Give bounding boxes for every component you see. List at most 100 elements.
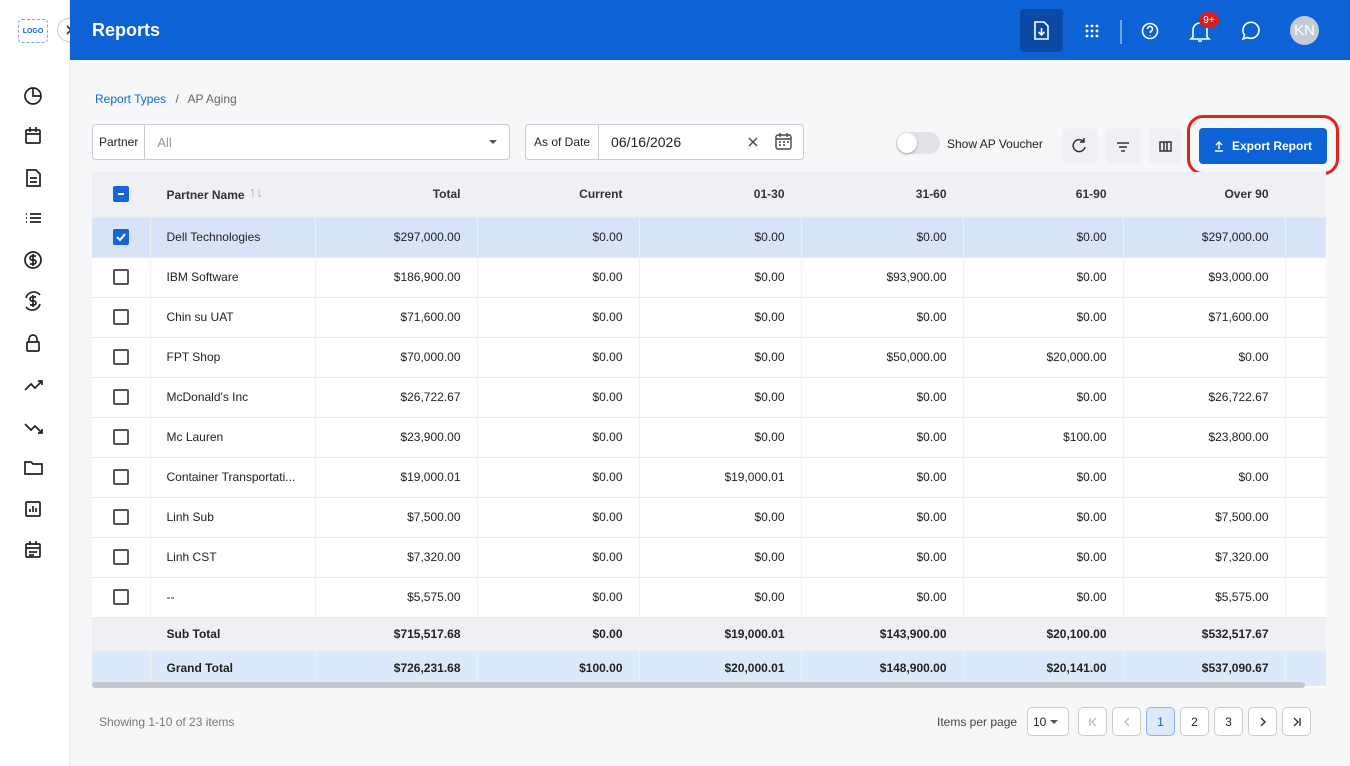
spacer-cell bbox=[1285, 172, 1326, 218]
checkbox[interactable] bbox=[112, 229, 129, 245]
amount-cell: $0.00 bbox=[477, 257, 640, 298]
checkbox[interactable] bbox=[112, 309, 129, 325]
amount-cell: $0.00 bbox=[963, 217, 1124, 258]
checkbox[interactable] bbox=[112, 509, 129, 525]
checkbox[interactable] bbox=[112, 269, 129, 285]
column-header: Partner Name bbox=[150, 172, 316, 218]
checkbox[interactable] bbox=[112, 186, 129, 203]
amount-cell: $0.00 bbox=[801, 217, 964, 258]
amount-cell: $0.00 bbox=[801, 537, 964, 578]
amount-cell: $0.00 bbox=[801, 377, 964, 418]
date-value: 06/16/2026 bbox=[611, 134, 682, 150]
empty-cell bbox=[92, 651, 151, 686]
amount-cell: $0.00 bbox=[963, 577, 1124, 618]
scrollbar bbox=[92, 682, 1305, 688]
partner-name: Container Transportati... bbox=[150, 457, 316, 498]
per-page-label: Items per page bbox=[937, 715, 1018, 729]
amount-cell: $0.00 bbox=[639, 297, 802, 338]
amount-cell: $93,000.00 bbox=[1123, 257, 1286, 298]
page-button[interactable]: 1 bbox=[1146, 707, 1175, 736]
prev-page[interactable] bbox=[1112, 707, 1141, 736]
amount-cell: $0.00 bbox=[1123, 457, 1286, 498]
per-page-select[interactable]: 10 bbox=[1027, 707, 1069, 736]
spacer-cell bbox=[1285, 377, 1326, 418]
checkbox-cell bbox=[92, 417, 151, 458]
amount-cell: $0.00 bbox=[1123, 337, 1286, 378]
export-button[interactable]: Export Report bbox=[1199, 128, 1327, 164]
total-amount: $19,000.01 bbox=[639, 617, 802, 652]
partner-select[interactable]: Partner All bbox=[92, 124, 510, 160]
amount-cell: $0.00 bbox=[639, 497, 802, 538]
table-tools bbox=[1062, 128, 1182, 164]
last-icon bbox=[1293, 717, 1301, 726]
next-page[interactable] bbox=[1248, 707, 1277, 736]
header-row: Partner Name Total Current 01-30 31-60 61-90 O… bbox=[92, 172, 1326, 218]
amount-cell: $0.00 bbox=[639, 577, 802, 618]
checkbox[interactable] bbox=[112, 389, 129, 405]
last-page[interactable] bbox=[1282, 707, 1311, 736]
data-row: Linh CST $7,320.00 $0.00 $0.00 $0.00 $0.00 $7,… bbox=[92, 537, 1326, 578]
amount-cell: $0.00 bbox=[639, 337, 802, 378]
amount-cell: $5,575.00 bbox=[315, 577, 478, 618]
page-button[interactable]: 2 bbox=[1180, 707, 1209, 736]
page-title: Reports bbox=[92, 20, 161, 40]
checkbox-cell bbox=[92, 377, 151, 418]
amount-cell: $0.00 bbox=[477, 497, 640, 538]
notification-badge: 9+ bbox=[1199, 12, 1219, 28]
amount-cell: $0.00 bbox=[963, 497, 1124, 538]
amount-cell: $297,000.00 bbox=[315, 217, 478, 258]
partner-name: FPT Shop bbox=[150, 337, 316, 378]
total-amount: $143,900.00 bbox=[801, 617, 964, 652]
download-button[interactable] bbox=[1020, 9, 1063, 52]
breadcrumb-link[interactable]: Report Types bbox=[95, 92, 167, 106]
date-label: As of Date bbox=[526, 125, 600, 159]
total-amount: $532,517.67 bbox=[1123, 617, 1286, 652]
toggle-label: Show AP Voucher bbox=[947, 137, 1043, 151]
breadcrumb-separator: / bbox=[175, 92, 179, 106]
total-amount: $537,090.67 bbox=[1123, 651, 1286, 686]
amount-cell: $0.00 bbox=[477, 417, 640, 458]
checkbox[interactable] bbox=[112, 589, 129, 605]
data-row: FPT Shop $70,000.00 $0.00 $0.00 $50,000.00 $2… bbox=[92, 337, 1326, 378]
data-row: Container Transportati... $19,000.01 $0.00… bbox=[92, 457, 1326, 498]
total-amount: $715,517.68 bbox=[315, 617, 478, 652]
column-header: 61-90 bbox=[963, 172, 1124, 218]
column-header: 31-60 bbox=[801, 172, 964, 218]
spacer-cell bbox=[1285, 257, 1326, 298]
checkbox[interactable] bbox=[112, 549, 129, 565]
partner-label: Partner bbox=[93, 125, 146, 159]
amount-cell: $0.00 bbox=[639, 377, 802, 418]
checkbox[interactable] bbox=[112, 349, 129, 365]
amount-cell: $100.00 bbox=[963, 417, 1124, 458]
partner-name: IBM Software bbox=[150, 257, 316, 298]
partner-name: -- bbox=[150, 577, 316, 618]
breadcrumb: Report Types / AP Aging bbox=[95, 92, 237, 106]
checkbox-cell bbox=[92, 537, 151, 578]
amount-cell: $71,600.00 bbox=[315, 297, 478, 338]
total-label: Sub Total bbox=[150, 617, 316, 652]
checkbox-cell bbox=[92, 172, 151, 218]
empty-cell bbox=[92, 617, 151, 652]
table-wrap: Partner Name Total Current 01-30 31-60 61-90 O… bbox=[92, 172, 1326, 688]
toggle[interactable] bbox=[896, 132, 940, 154]
page-button[interactable]: 3 bbox=[1214, 707, 1243, 736]
date-picker[interactable]: As of Date 06/16/2026 bbox=[525, 124, 804, 160]
total-label: Grand Total bbox=[150, 651, 316, 686]
aging-table: Partner Name Total Current 01-30 31-60 61-90 O… bbox=[92, 172, 1326, 686]
checkbox[interactable] bbox=[112, 429, 129, 445]
amount-cell: $0.00 bbox=[639, 217, 802, 258]
data-row: McDonald's Inc $26,722.67 $0.00 $0.00 $0.00 $… bbox=[92, 377, 1326, 418]
avatar[interactable]: KN bbox=[1290, 16, 1319, 45]
amount-cell: $50,000.00 bbox=[801, 337, 964, 378]
spacer-cell bbox=[1285, 297, 1326, 338]
checkbox-cell bbox=[92, 497, 151, 538]
first-page[interactable] bbox=[1078, 707, 1107, 736]
sort-icon[interactable] bbox=[249, 187, 263, 199]
column-header: Total bbox=[315, 172, 478, 218]
column-label: Over 90 bbox=[1224, 187, 1269, 202]
export-label: Export Report bbox=[1231, 139, 1312, 153]
top-bar: Reports 9+ KN bbox=[70, 0, 1350, 60]
checkbox[interactable] bbox=[112, 469, 129, 485]
first-icon bbox=[1088, 717, 1096, 726]
amount-cell: $0.00 bbox=[963, 297, 1124, 338]
